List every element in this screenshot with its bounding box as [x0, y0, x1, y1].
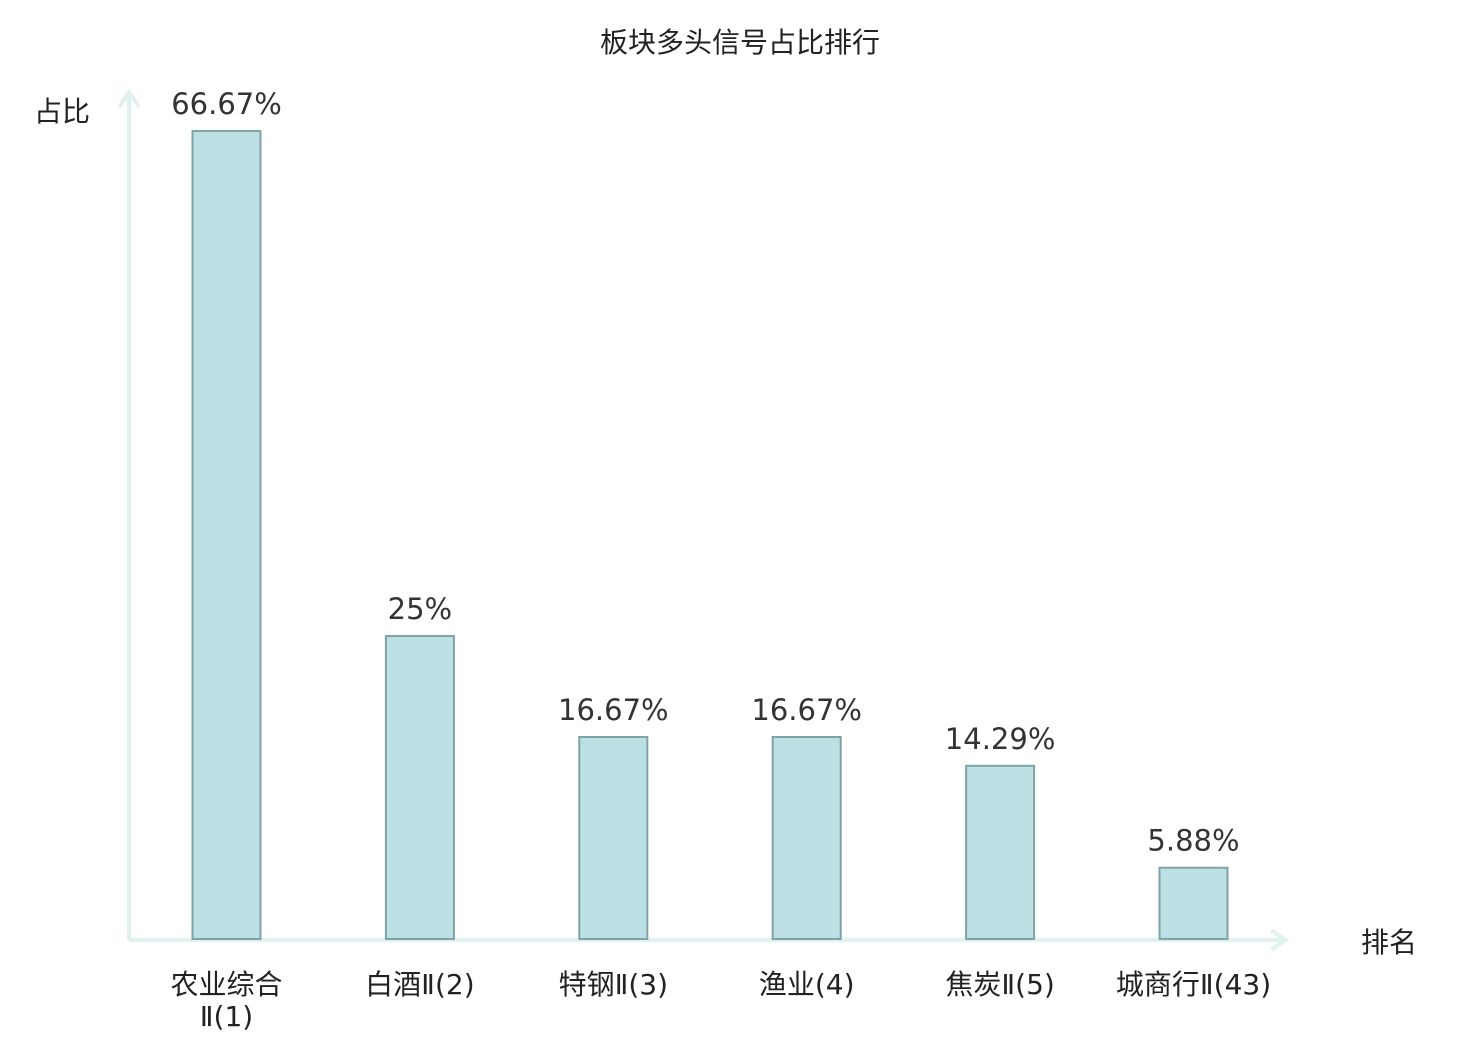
- x-tick-rank: Ⅱ(5): [1001, 968, 1054, 1001]
- x-tick-name: 焦炭: [945, 968, 1001, 1001]
- x-tick-name: 农业综合: [170, 968, 282, 1001]
- bar-value-label-3: 16.67%: [558, 693, 669, 727]
- x-tick-rank: (4): [815, 968, 855, 1001]
- x-tick-name: 白酒: [365, 968, 421, 1001]
- bar-value-label-5: 14.29%: [945, 722, 1056, 756]
- bar-value-label-6: 5.88%: [1147, 824, 1239, 858]
- bar-2: [384, 635, 455, 940]
- x-tick-name: 城商行: [1116, 968, 1200, 1001]
- x-tick-label-4: 渔业(4): [759, 968, 855, 1001]
- bar-value-label-2: 25%: [388, 592, 452, 626]
- x-tick-name: 渔业: [759, 968, 815, 1001]
- bar-value-label-4: 16.67%: [751, 693, 862, 727]
- x-axis-arrow: [1269, 928, 1290, 952]
- x-tick-rank: Ⅱ(3): [615, 968, 668, 1001]
- bar-6: [1158, 866, 1229, 941]
- y-axis-label: 占比: [34, 95, 90, 128]
- x-tick-rank: Ⅱ(2): [421, 968, 474, 1001]
- y-axis: [117, 88, 141, 940]
- x-tick-label-5: 焦炭Ⅱ(5): [945, 968, 1054, 1001]
- x-tick-rank: Ⅱ(43): [1200, 968, 1271, 1001]
- x-tick-label-3: 特钢Ⅱ(3): [559, 968, 668, 1001]
- bar-5: [965, 764, 1036, 940]
- x-tick-name: 特钢: [559, 968, 615, 1001]
- bar-4: [771, 735, 842, 941]
- x-tick-label-6: 城商行Ⅱ(43): [1116, 968, 1271, 1001]
- bars-group: 66.67% 农业综合 Ⅱ(1) 25% 白酒Ⅱ(2) 16.67% 特钢Ⅱ(3) 16.67…: [170, 87, 1271, 1033]
- bar-3: [578, 735, 649, 941]
- y-axis-arrow: [117, 88, 141, 109]
- bar-value-label-1: 66.67%: [171, 87, 282, 121]
- x-axis-label: 排名: [1361, 926, 1417, 959]
- x-axis: [129, 928, 1290, 952]
- chart-title: 板块多头信号占比排行: [600, 26, 880, 59]
- x-tick-label-2: 白酒Ⅱ(2): [365, 968, 474, 1001]
- bar-1: [191, 130, 262, 940]
- x-tick-rank: Ⅱ(1): [200, 1000, 253, 1033]
- x-tick-label-1: 农业综合 Ⅱ(1): [170, 968, 282, 1033]
